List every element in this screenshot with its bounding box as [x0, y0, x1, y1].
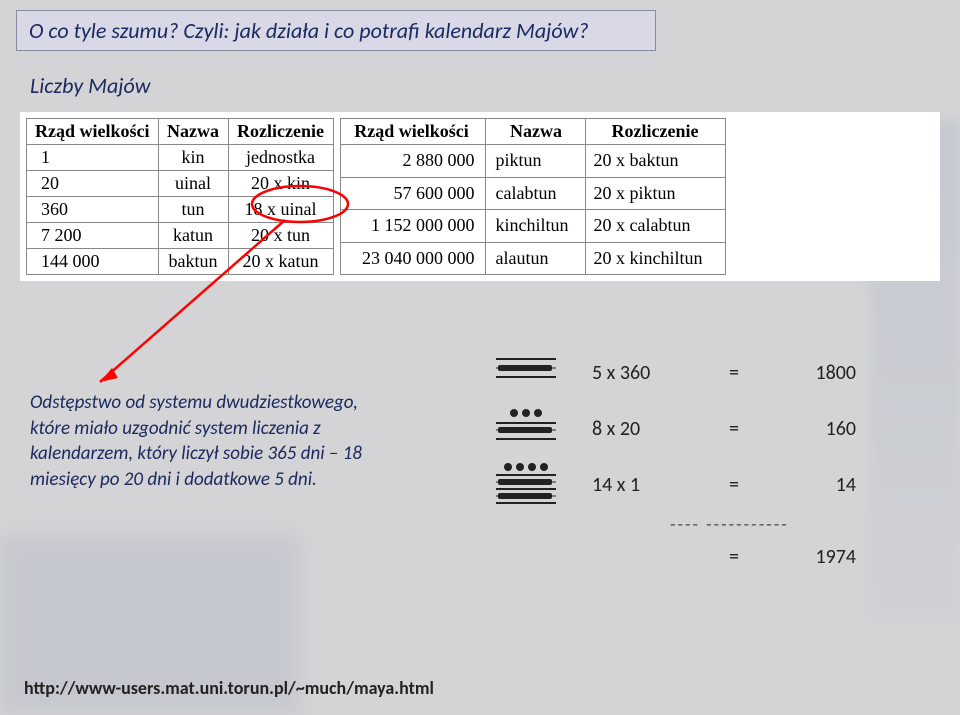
th: Nazwa	[485, 119, 585, 145]
tables-container: Rząd wielkości Nazwa Rozliczenie 1kinjed…	[20, 112, 940, 281]
section-heading: Liczby Majów	[30, 72, 150, 99]
result-value: 160	[766, 417, 876, 441]
result-value: 1800	[766, 361, 876, 385]
calculation-row: 5 x 360 = 1800	[480, 345, 900, 401]
th: Rząd wielkości	[340, 119, 485, 145]
equals-sign: =	[724, 545, 744, 569]
expression: 14 x 1	[592, 473, 702, 497]
calculation-row: 8 x 20 = 160	[480, 401, 900, 457]
table-cell: 360	[27, 197, 159, 223]
result-value: 14	[766, 473, 876, 497]
maya-glyph-icon	[480, 349, 570, 397]
table-cell: 20 x kinchiltun	[585, 242, 725, 275]
calculation-block: 5 x 360 = 1800 8 x 20 = 160 14 x 1 = 14 ---- ---…	[480, 345, 900, 577]
separator-text: ---- -----------	[670, 513, 789, 537]
expression: 8 x 20	[592, 417, 702, 441]
page-title: O co tyle szumu? Czyli: jak działa i co …	[16, 10, 656, 51]
table-cell: 20 x calabtun	[585, 210, 725, 243]
table-row: 20uinal20 x kin	[27, 171, 334, 197]
table-row: 1kinjednostka	[27, 145, 334, 171]
table-cell: tun	[158, 197, 228, 223]
table-row: 23 040 000 000alautun20 x kinchiltun	[340, 242, 725, 275]
equals-sign: =	[724, 361, 744, 385]
equals-sign: =	[724, 473, 744, 497]
table-cell: piktun	[485, 145, 585, 178]
equals-sign: =	[724, 417, 744, 441]
table-cell: 20	[27, 171, 159, 197]
table-cell: 1	[27, 145, 159, 171]
th: Rząd wielkości	[27, 119, 159, 145]
source-url: http://www-users.mat.uni.torun.pl/~much/…	[24, 677, 434, 699]
table-row: 2 880 000piktun20 x baktun	[340, 145, 725, 178]
table-cell: 7 200	[27, 223, 159, 249]
table-cell: jednostka	[228, 145, 333, 171]
table-cell: 20 x tun	[228, 223, 333, 249]
table-cell: 20 x piktun	[585, 177, 725, 210]
table-cell: 23 040 000 000	[340, 242, 485, 275]
table-cell: 144 000	[27, 249, 159, 275]
table-cell: 20 x katun	[228, 249, 333, 275]
table-cell: kin	[158, 145, 228, 171]
table-left: Rząd wielkości Nazwa Rozliczenie 1kinjed…	[26, 118, 334, 275]
table-cell: 18 x uinal	[228, 197, 333, 223]
table-row: 57 600 000calabtun20 x piktun	[340, 177, 725, 210]
table-cell: 1 152 000 000	[340, 210, 485, 243]
table-cell: calabtun	[485, 177, 585, 210]
calculation-row: 14 x 1 = 14	[480, 457, 900, 513]
table-row: 144 000baktun20 x katun	[27, 249, 334, 275]
table-cell: kinchiltun	[485, 210, 585, 243]
th: Rozliczenie	[585, 119, 725, 145]
maya-glyph-icon	[480, 461, 570, 509]
table-cell: 57 600 000	[340, 177, 485, 210]
table-cell: 20 x baktun	[585, 145, 725, 178]
table-row: 1 152 000 000kinchiltun20 x calabtun	[340, 210, 725, 243]
table-right: Rząd wielkości Nazwa Rozliczenie 2 880 0…	[340, 118, 726, 275]
table-cell: alautun	[485, 242, 585, 275]
maya-glyph-icon	[480, 405, 570, 453]
table-cell: 2 880 000	[340, 145, 485, 178]
table-cell: baktun	[158, 249, 228, 275]
annotation-arrow-head	[100, 368, 118, 382]
table-row: 360tun18 x uinal	[27, 197, 334, 223]
th: Nazwa	[158, 119, 228, 145]
explanatory-note: Odstępstwo od systemu dwudziestkowego, k…	[30, 390, 370, 493]
table-cell: 20 x kin	[228, 171, 333, 197]
calculation-total-row: = 1974	[480, 537, 900, 577]
calculation-separator: ---- -----------	[480, 513, 900, 537]
expression: 5 x 360	[592, 361, 702, 385]
table-cell: uinal	[158, 171, 228, 197]
th: Rozliczenie	[228, 119, 333, 145]
table-row: 7 200katun20 x tun	[27, 223, 334, 249]
table-cell: katun	[158, 223, 228, 249]
total-value: 1974	[766, 545, 876, 569]
